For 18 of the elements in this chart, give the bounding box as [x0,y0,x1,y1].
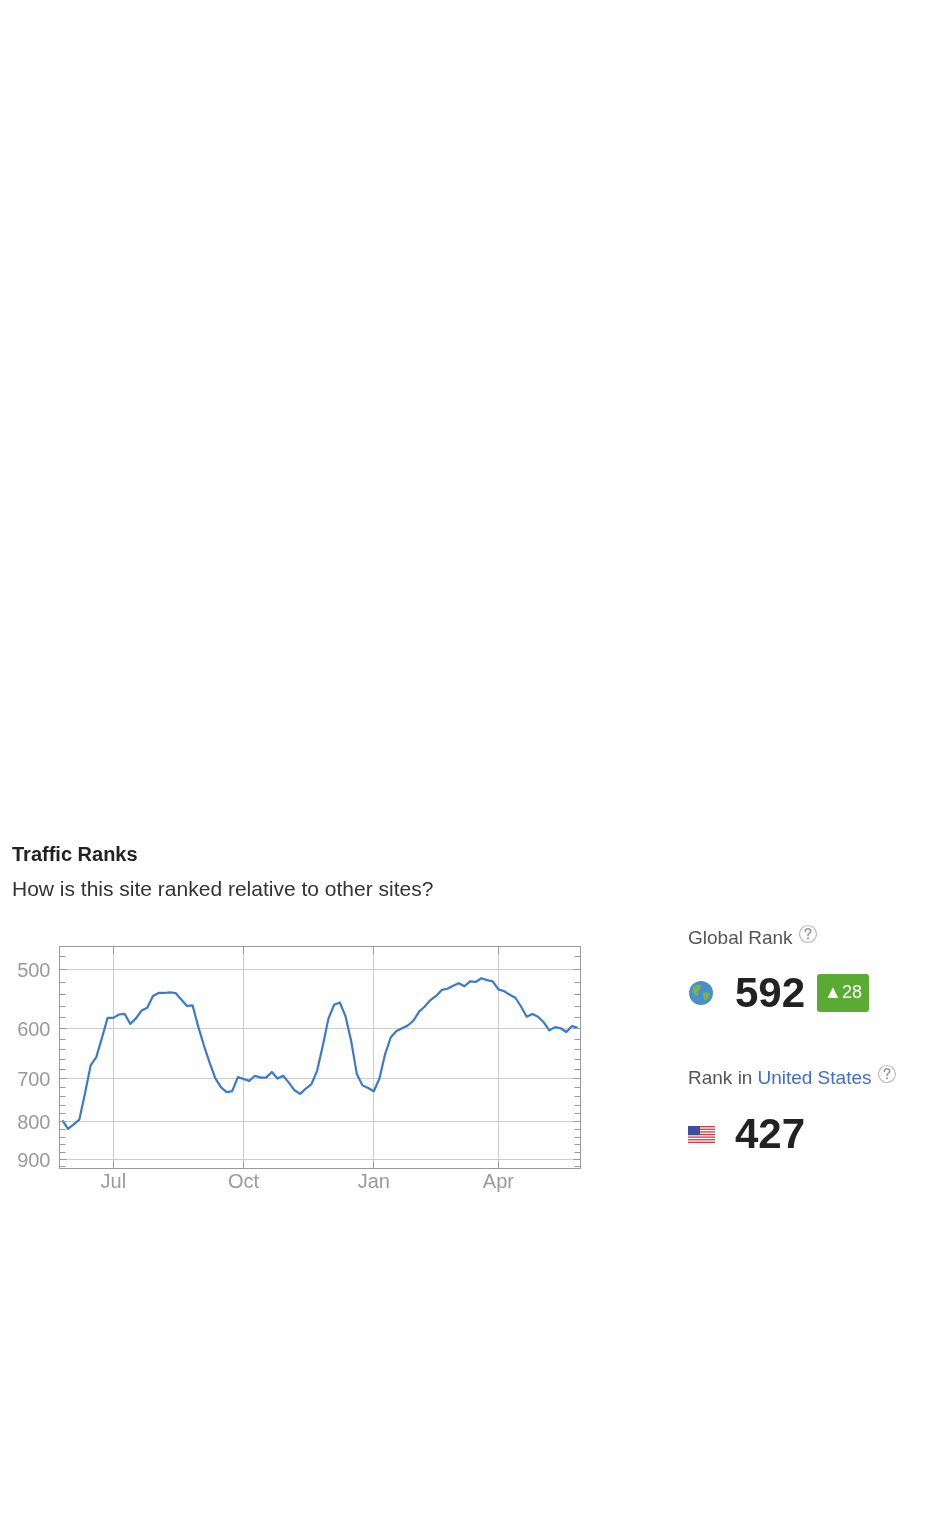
chart-subtitle: How is this site ranked relative to other sites? [12,876,434,902]
y-tick-label: 800 [17,1110,51,1133]
y-tick-label: 600 [17,1017,51,1040]
x-tick-label: Jul [100,1169,127,1192]
x-tick-label: Jan [357,1169,390,1192]
text: 427 [735,1109,806,1159]
y-tick-label: 900 [17,1148,51,1171]
y-tick-label: 500 [17,958,51,981]
text: United States [757,1066,872,1091]
y-tick-label: 700 [17,1067,51,1090]
text: 592 [735,968,806,1018]
x-tick-label: Oct [227,1169,260,1192]
x-tick-label: Apr [482,1169,515,1192]
text: Rank in [688,1066,753,1091]
text: Global Rank [688,926,793,951]
chart-title: Traffic Ranks [12,842,139,867]
line-series [61,977,579,1130]
text: ▲28 [817,974,869,1012]
